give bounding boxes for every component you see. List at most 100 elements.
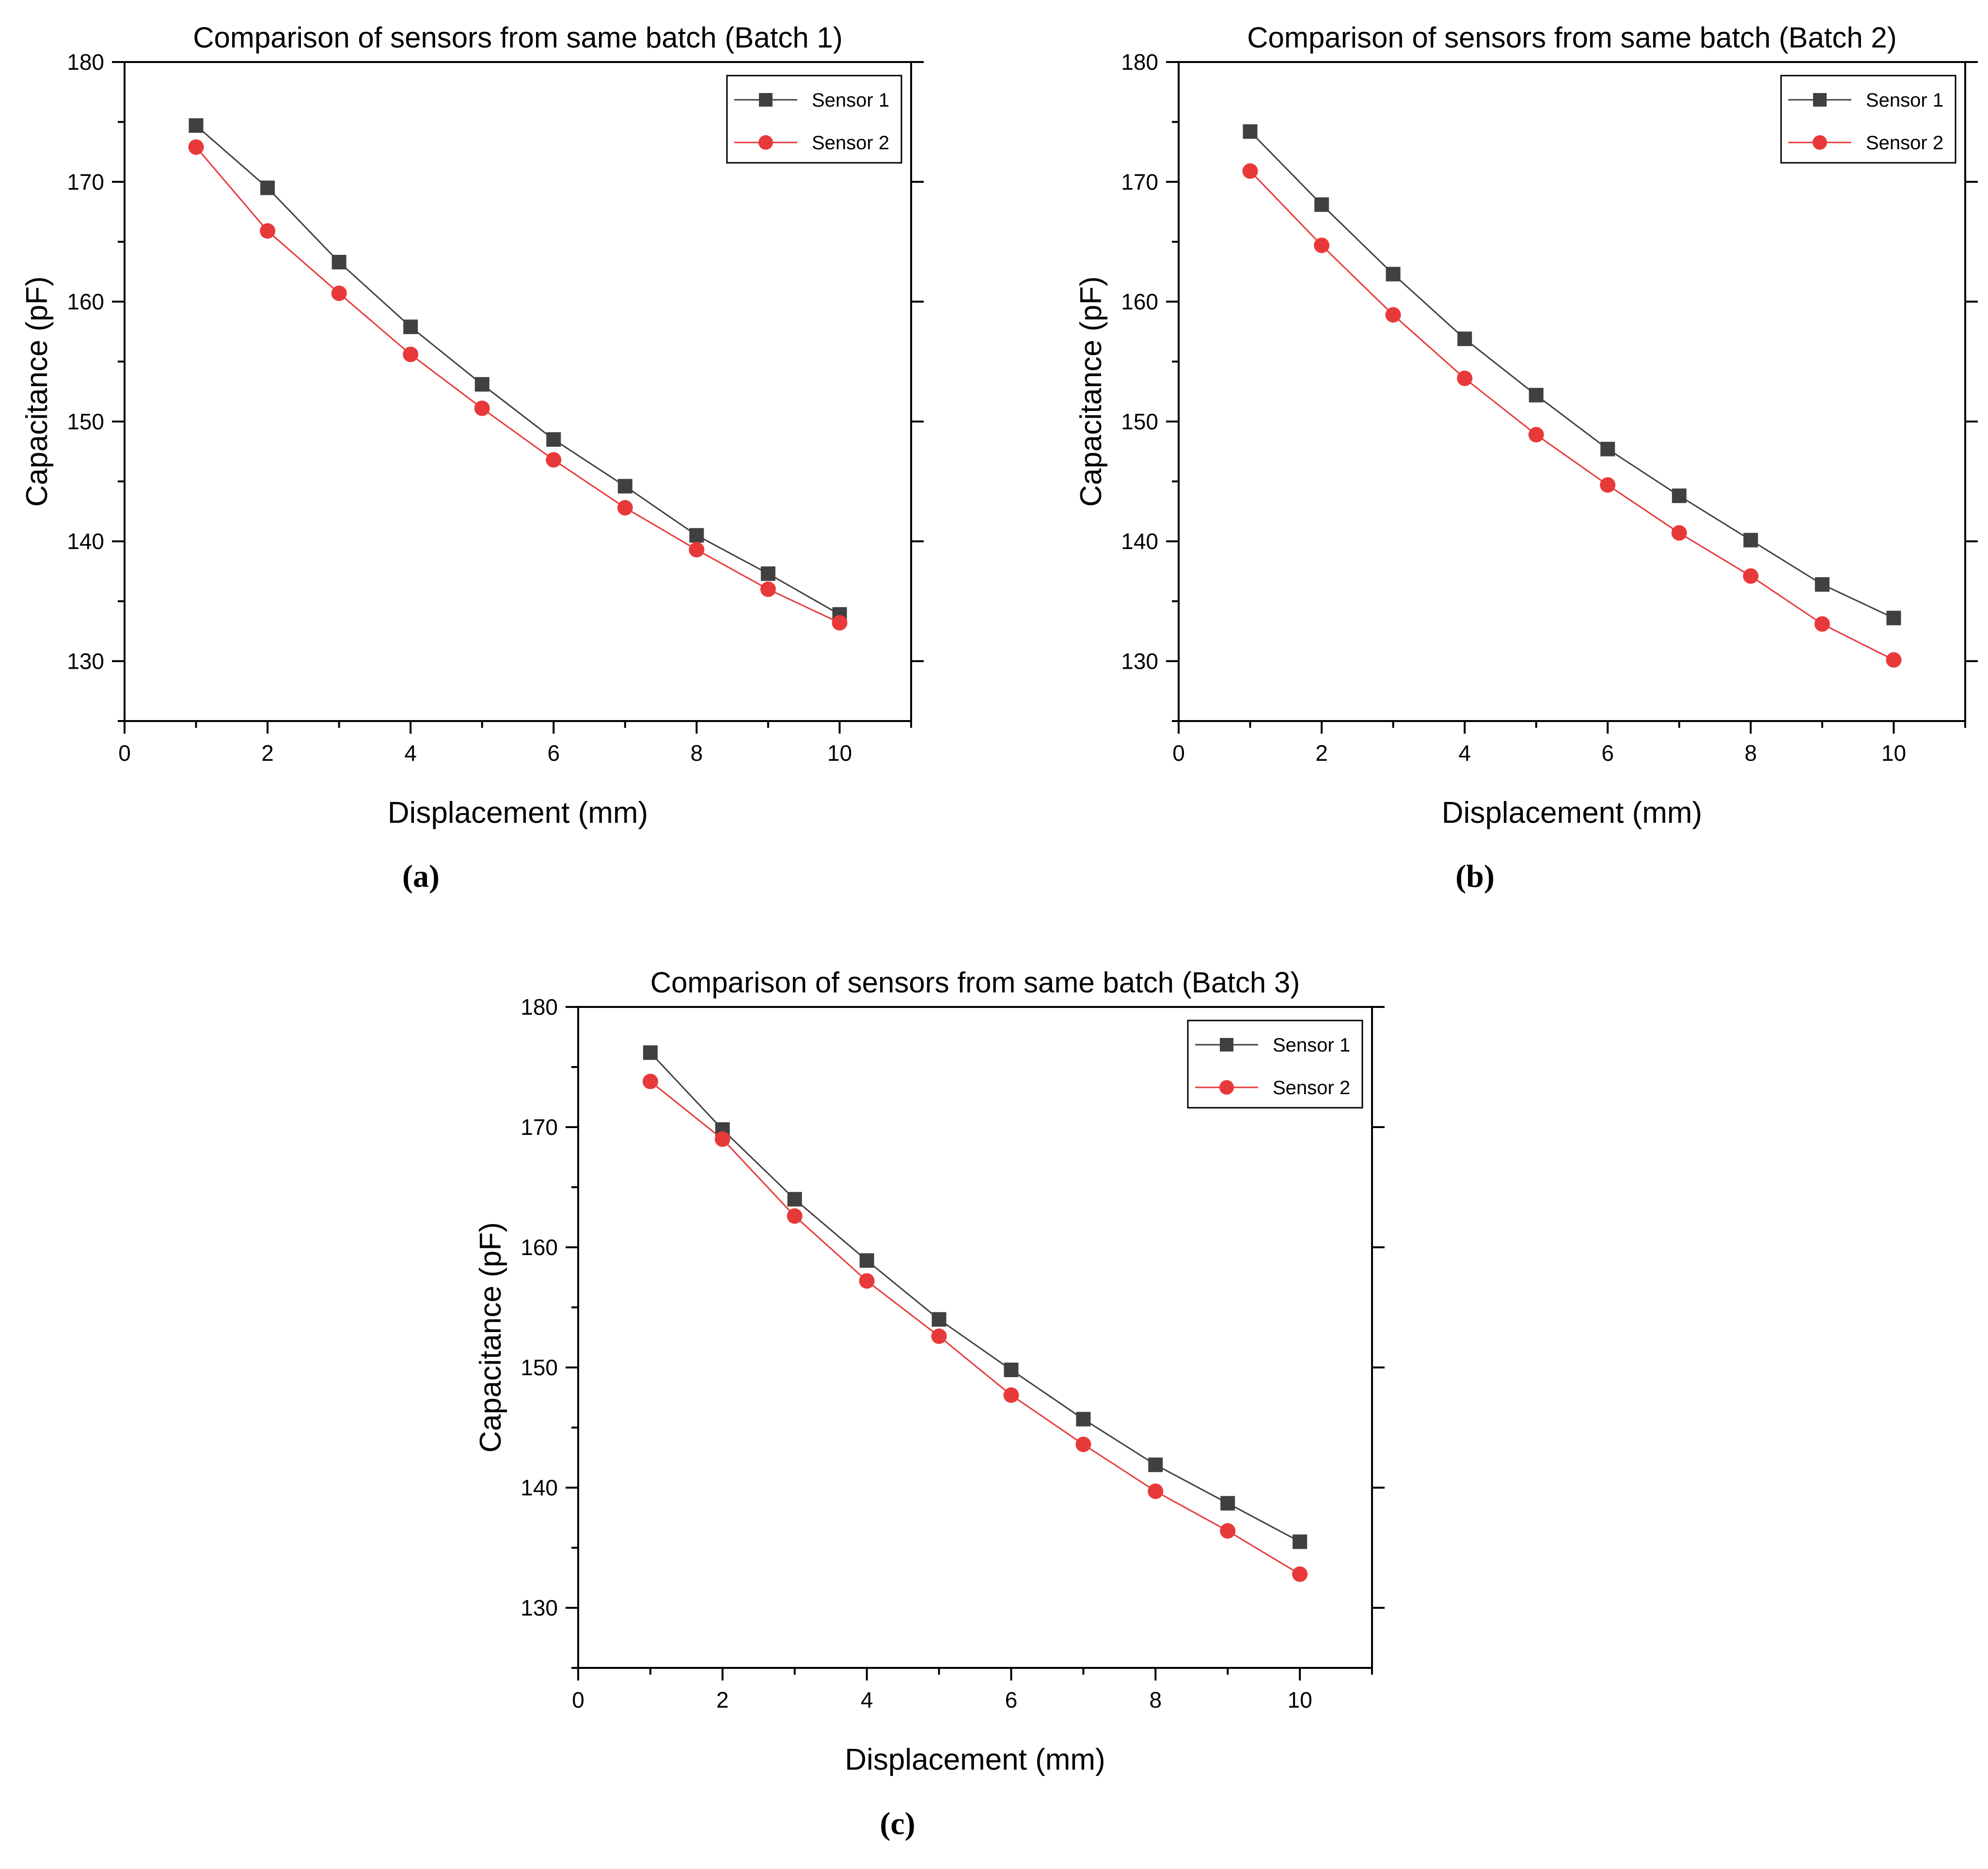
data-point-sensor-2 bbox=[832, 615, 848, 631]
data-point-sensor-2 bbox=[1148, 1483, 1164, 1499]
data-point-sensor-1 bbox=[1600, 441, 1615, 456]
data-point-sensor-1 bbox=[331, 254, 347, 269]
data-point-sensor-2 bbox=[1457, 370, 1473, 386]
y-tick-label: 150 bbox=[1121, 409, 1158, 434]
legend-box bbox=[1780, 75, 1956, 164]
data-point-sensor-1 bbox=[403, 319, 418, 334]
legend-marker-circle bbox=[1219, 1080, 1234, 1095]
chart-title: Comparison of sensors from same batch (B… bbox=[1247, 21, 1897, 54]
plot-frame bbox=[577, 1006, 1373, 1669]
y-tick-label: 150 bbox=[67, 409, 104, 434]
data-point-sensor-1 bbox=[787, 1192, 802, 1207]
series-line-1 bbox=[649, 1052, 1300, 1542]
legend-label: Sensor 1 bbox=[812, 90, 889, 111]
legend-marker-circle bbox=[758, 135, 773, 150]
x-tick-label: 8 bbox=[1745, 740, 1757, 766]
y-tick-label: 180 bbox=[67, 49, 104, 75]
data-point-sensor-2 bbox=[474, 400, 490, 416]
x-tick-label: 0 bbox=[1172, 740, 1185, 766]
data-point-sensor-2 bbox=[1220, 1523, 1236, 1539]
x-tick-label: 2 bbox=[261, 740, 274, 766]
data-point-sensor-1 bbox=[189, 118, 204, 133]
legend-marker-square bbox=[1220, 1038, 1233, 1052]
legend-marker-circle bbox=[1813, 135, 1827, 150]
y-tick-label: 160 bbox=[67, 289, 104, 314]
data-point-sensor-2 bbox=[1003, 1387, 1019, 1403]
plot-frame bbox=[124, 61, 912, 722]
y-tick-label: 160 bbox=[1121, 289, 1158, 314]
x-tick-label: 6 bbox=[547, 740, 560, 766]
x-tick-label: 0 bbox=[572, 1687, 584, 1712]
y-tick-label: 150 bbox=[521, 1355, 558, 1380]
data-point-sensor-1 bbox=[931, 1312, 947, 1327]
chart-title: Comparison of sensors from same batch (B… bbox=[193, 21, 843, 54]
data-point-sensor-2 bbox=[1600, 477, 1616, 493]
x-tick-label: 8 bbox=[1149, 1687, 1162, 1712]
data-point-sensor-1 bbox=[1293, 1534, 1308, 1549]
series-line-2 bbox=[195, 146, 840, 624]
data-point-sensor-2 bbox=[546, 452, 562, 468]
x-tick-label: 0 bbox=[118, 740, 131, 766]
y-tick-label: 160 bbox=[521, 1235, 558, 1260]
x-tick-label: 4 bbox=[1458, 740, 1471, 766]
chart-panel-a: Comparison of sensors from same batch (B… bbox=[20, 21, 924, 894]
x-tick-label: 2 bbox=[1315, 740, 1328, 766]
data-point-sensor-1 bbox=[1886, 611, 1901, 626]
data-point-sensor-1 bbox=[1314, 197, 1329, 212]
y-tick-label: 140 bbox=[1121, 529, 1158, 554]
data-point-sensor-1 bbox=[1076, 1412, 1091, 1427]
x-tick-label: 4 bbox=[861, 1687, 873, 1712]
y-tick-label: 130 bbox=[67, 648, 104, 674]
data-point-sensor-1 bbox=[260, 180, 275, 195]
chart-title: Comparison of sensors from same batch (B… bbox=[650, 966, 1300, 999]
legend-label: Sensor 2 bbox=[1273, 1077, 1350, 1099]
data-point-sensor-2 bbox=[859, 1273, 875, 1289]
y-tick-label: 170 bbox=[67, 169, 104, 194]
panel-caption: (a) bbox=[402, 859, 440, 894]
data-point-sensor-2 bbox=[1743, 568, 1759, 584]
data-point-sensor-1 bbox=[1386, 267, 1401, 282]
y-axis-label: Capacitance (pF) bbox=[474, 1222, 507, 1453]
data-point-sensor-1 bbox=[1220, 1496, 1235, 1511]
data-point-sensor-1 bbox=[1457, 331, 1472, 346]
data-point-sensor-1 bbox=[1672, 488, 1687, 503]
y-tick-label: 170 bbox=[1121, 169, 1158, 194]
data-point-sensor-2 bbox=[1385, 307, 1401, 323]
data-point-sensor-2 bbox=[787, 1208, 803, 1224]
data-point-sensor-2 bbox=[260, 223, 276, 239]
data-point-sensor-1 bbox=[859, 1253, 874, 1268]
data-point-sensor-2 bbox=[1671, 525, 1687, 541]
data-point-sensor-1 bbox=[546, 432, 561, 447]
x-tick-label: 6 bbox=[1601, 740, 1614, 766]
chart-panel-b: Comparison of sensors from same batch (B… bbox=[1074, 21, 1978, 894]
x-axis-label: Displacement (mm) bbox=[1442, 796, 1702, 830]
data-point-sensor-2 bbox=[714, 1131, 730, 1147]
data-point-sensor-1 bbox=[474, 377, 489, 392]
data-point-sensor-1 bbox=[760, 566, 775, 581]
series-line-1 bbox=[1249, 131, 1894, 619]
legend-label: Sensor 1 bbox=[1273, 1035, 1350, 1056]
data-point-sensor-2 bbox=[689, 542, 705, 558]
data-point-sensor-2 bbox=[1075, 1436, 1091, 1452]
x-tick-label: 10 bbox=[1881, 740, 1906, 766]
legend-marker-square bbox=[759, 93, 773, 107]
legend-marker-square bbox=[1813, 93, 1827, 107]
y-tick-label: 140 bbox=[67, 529, 104, 554]
data-point-sensor-2 bbox=[1886, 652, 1902, 668]
data-point-sensor-1 bbox=[1743, 533, 1758, 548]
data-point-sensor-2 bbox=[1242, 163, 1258, 179]
data-point-sensor-2 bbox=[331, 285, 347, 301]
series-line-1 bbox=[195, 125, 840, 615]
data-point-sensor-1 bbox=[689, 528, 704, 543]
series-line-2 bbox=[649, 1081, 1300, 1575]
y-tick-label: 130 bbox=[521, 1595, 558, 1620]
x-axis-label: Displacement (mm) bbox=[845, 1743, 1105, 1776]
y-tick-label: 130 bbox=[1121, 648, 1158, 674]
x-tick-label: 2 bbox=[716, 1687, 729, 1712]
data-point-sensor-1 bbox=[617, 479, 632, 494]
data-point-sensor-1 bbox=[643, 1045, 658, 1060]
y-tick-label: 170 bbox=[521, 1115, 558, 1140]
chart-panel-c: Comparison of sensors from same batch (B… bbox=[474, 966, 1385, 1841]
x-axis-label: Displacement (mm) bbox=[388, 796, 648, 830]
